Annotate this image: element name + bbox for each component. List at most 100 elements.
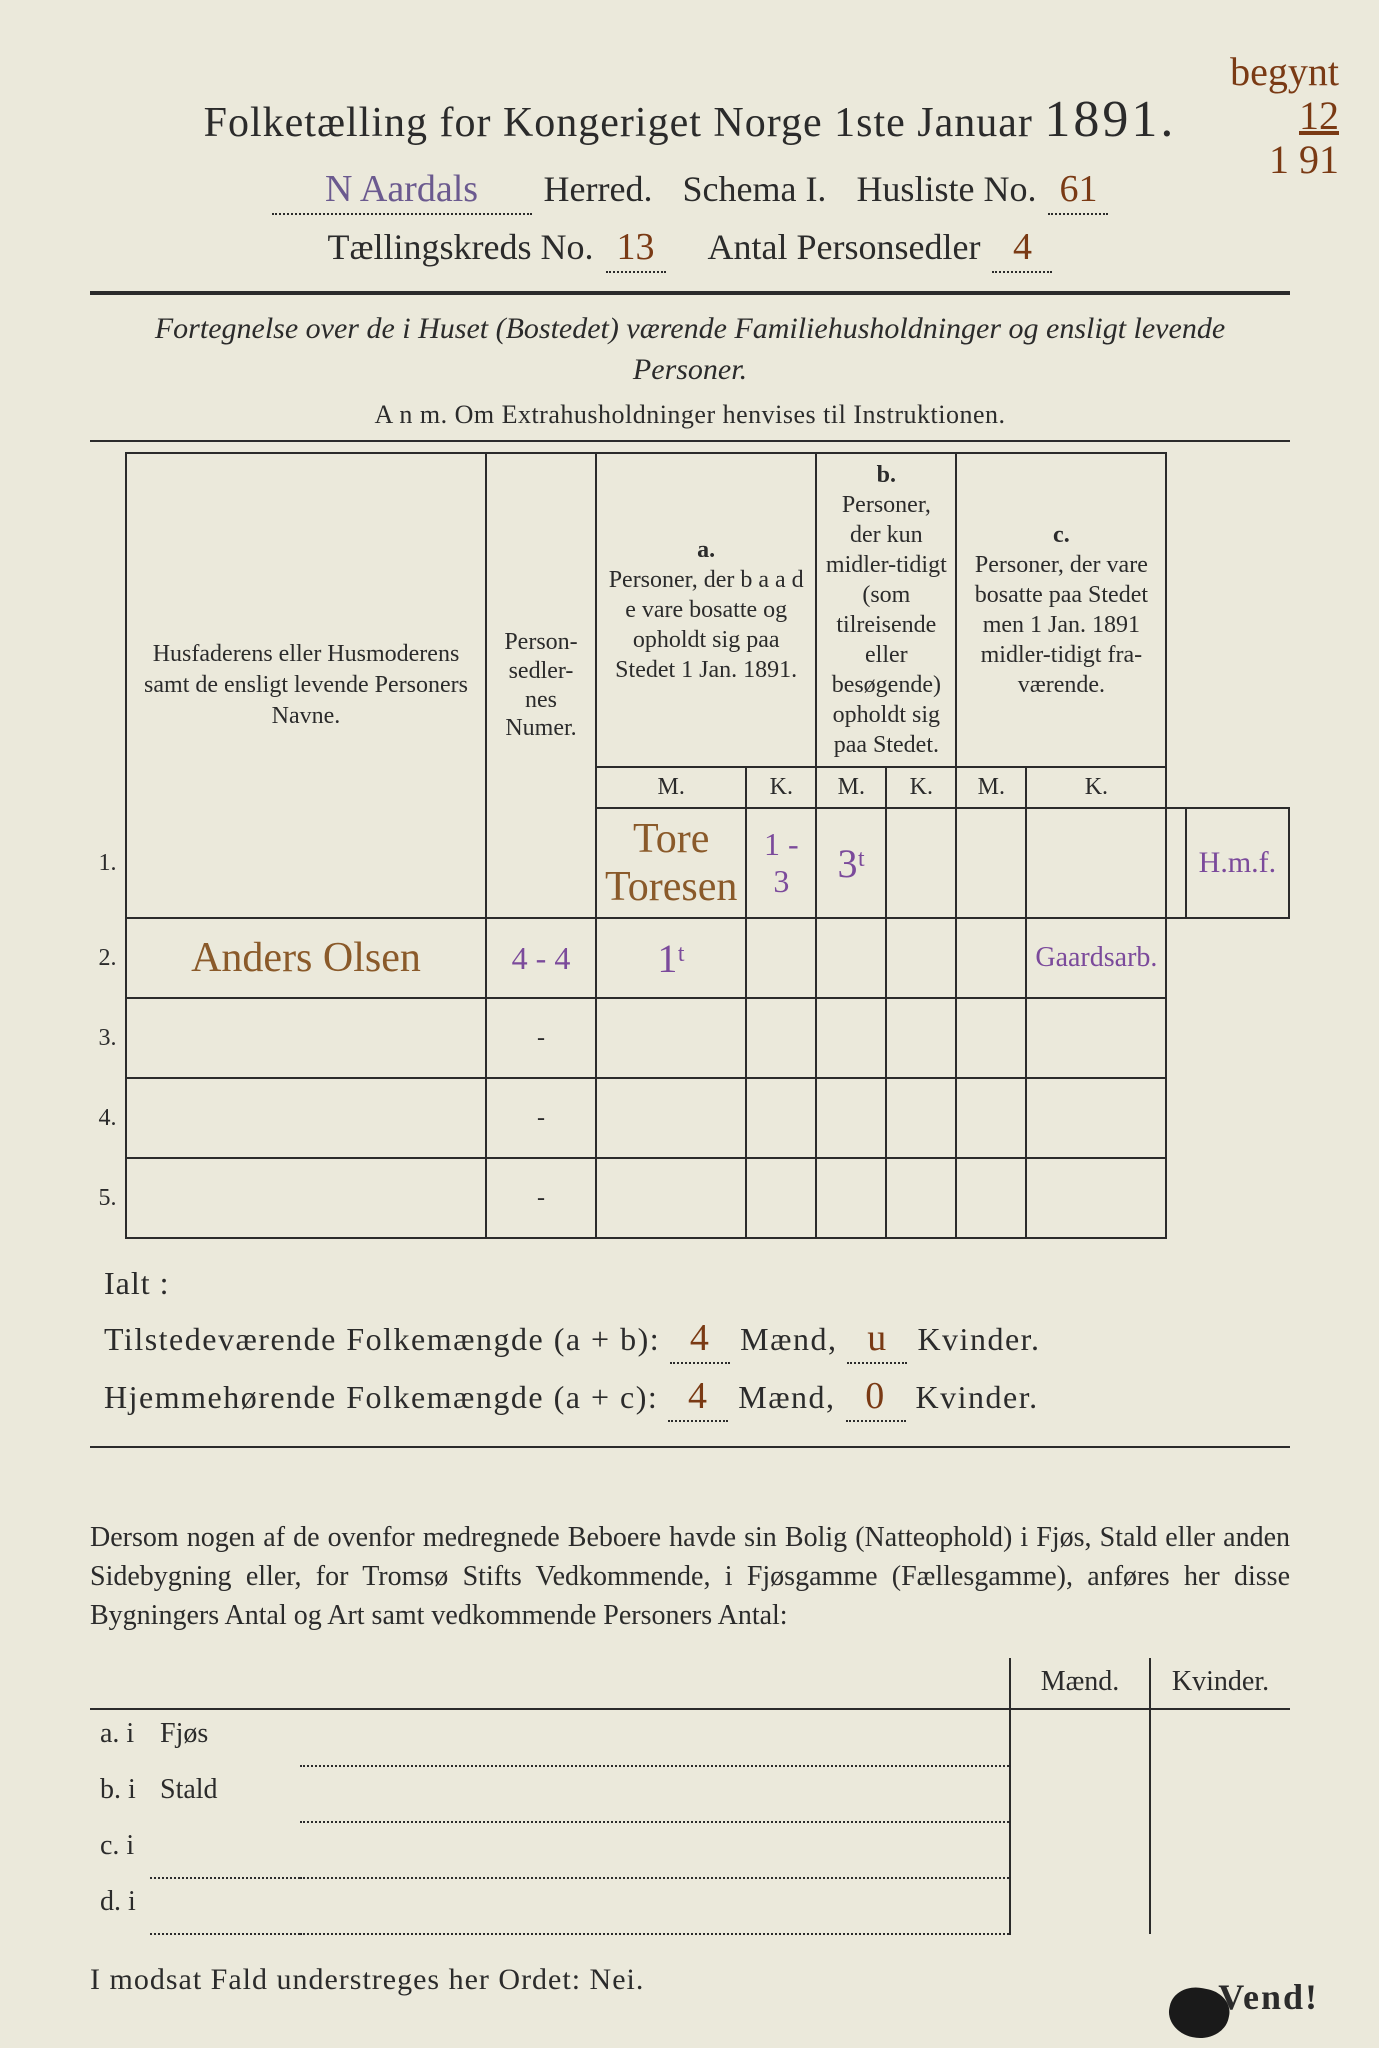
tilstede-m: 4: [670, 1316, 730, 1364]
husliste-value: 61: [1048, 167, 1108, 215]
hjemme-m: 4: [668, 1374, 728, 1422]
row-cK: H.m.f.: [1199, 846, 1277, 879]
kvinder-label: Kvinder.: [916, 1379, 1039, 1416]
row-cM: [1166, 808, 1185, 918]
sum-tilstede: Tilstedeværende Folkemængde (a + b): 4 M…: [104, 1316, 1290, 1364]
row-pnum: 4 - 4: [512, 940, 571, 976]
b-label: b.: [877, 462, 896, 488]
bldg-label: [150, 1822, 300, 1878]
bldg-row: a. i Fjøs: [90, 1709, 1290, 1766]
col-group-a: a. Personer, der b a a d e vare bosatte …: [596, 453, 816, 767]
antal-label: Antal Personsedler: [708, 226, 981, 268]
row-number: 3.: [90, 998, 126, 1078]
row-bM: [816, 918, 886, 998]
title-text: Folketælling for Kongeriget Norge 1ste J…: [204, 100, 1033, 146]
header-line-1: N Aardals Herred. Schema I. Husliste No.…: [90, 167, 1290, 215]
row-aK: [746, 918, 816, 998]
schema-label: Schema I.: [682, 168, 826, 210]
c-text: Personer, der vare bosatte paa Stedet me…: [975, 552, 1148, 698]
herred-value: N Aardals: [272, 167, 532, 215]
document-page: Folketælling for Kongeriget Norge 1ste J…: [90, 60, 1290, 1997]
table-row: 2. Anders Olsen 4 - 4 1ᵗ Gaardsarb.: [90, 918, 1289, 998]
col-header-pnum: Person-sedler-nes Numer.: [486, 453, 596, 918]
row-bM: [956, 808, 1026, 918]
col-c-m: M.: [956, 767, 1026, 808]
bldg-label: Stald: [150, 1766, 300, 1822]
row-pnum: -: [486, 1158, 596, 1238]
row-pnum: -: [486, 998, 596, 1078]
divider-thin: [90, 1446, 1290, 1448]
table-head-row-1: Husfaderens eller Husmoderens samt de en…: [90, 453, 1289, 767]
row-name: Tore Toresen: [605, 816, 737, 910]
building-paragraph: Dersom nogen af de ovenfor medregnede Be…: [90, 1518, 1290, 1636]
bldg-lead: b. i: [90, 1766, 150, 1822]
table-row: 5. -: [90, 1158, 1289, 1238]
row-name: [126, 1158, 486, 1238]
col-b-k: K.: [886, 767, 956, 808]
divider-thin: [90, 440, 1290, 442]
building-table: Mænd. Kvinder. a. i Fjøs b. i Stald c. i…: [90, 1658, 1290, 1935]
tilstede-k: u: [847, 1316, 907, 1364]
herred-label: Herred.: [544, 168, 653, 210]
col-b-m: M.: [816, 767, 886, 808]
kreds-value: 13: [606, 225, 666, 273]
bldg-kvinder-header: Kvinder.: [1150, 1658, 1290, 1709]
row-bK: [1026, 808, 1166, 918]
row-name: Anders Olsen: [191, 935, 421, 981]
col-header-names: Husfaderens eller Husmoderens samt de en…: [126, 453, 486, 918]
a-text: Personer, der b a a d e vare bosatte og …: [609, 567, 804, 683]
page-title: Folketælling for Kongeriget Norge 1ste J…: [90, 90, 1290, 149]
kvinder-label: Kvinder.: [917, 1321, 1040, 1358]
row-cK: Gaardsarb.: [1035, 942, 1157, 973]
row-bK: [886, 918, 956, 998]
col-a-m: M.: [596, 767, 746, 808]
bldg-lead: a. i: [90, 1709, 150, 1766]
bldg-maend-header: Mænd.: [1010, 1658, 1150, 1709]
nei-text: I modsat Fald understreges her Ordet: Ne…: [90, 1963, 1290, 1997]
row-pnum: 1 - 3: [764, 826, 799, 899]
b-text: Personer, der kun midler-tidigt (som til…: [826, 492, 947, 758]
row-number: 1.: [90, 808, 126, 918]
tilstede-label: Tilstedeværende Folkemængde (a + b):: [104, 1321, 660, 1358]
kreds-label: Tællingskreds No.: [328, 226, 594, 268]
ialt-label: Ialt :: [104, 1265, 1290, 1302]
bldg-row: d. i: [90, 1878, 1290, 1934]
col-group-b: b. Personer, der kun midler-tidigt (som …: [816, 453, 956, 767]
a-label: a.: [697, 537, 715, 563]
divider-heavy: [90, 291, 1290, 295]
col-c-k: K.: [1026, 767, 1166, 808]
husliste-label: Husliste No.: [856, 168, 1036, 210]
bldg-row: c. i: [90, 1822, 1290, 1878]
title-year: 1891.: [1044, 91, 1176, 148]
table-row: 3. -: [90, 998, 1289, 1078]
anm-text: A n m. Om Extrahusholdninger henvises ti…: [90, 400, 1290, 430]
sum-hjemme: Hjemmehørende Folkemængde (a + c): 4 Mæn…: [104, 1374, 1290, 1422]
bldg-head-row: Mænd. Kvinder.: [90, 1658, 1290, 1709]
maend-label: Mænd,: [740, 1321, 837, 1358]
bldg-row: b. i Stald: [90, 1766, 1290, 1822]
row-name: [126, 998, 486, 1078]
table-row: 4. -: [90, 1078, 1289, 1158]
hjemme-label: Hjemmehørende Folkemængde (a + c):: [104, 1379, 658, 1416]
bldg-lead: c. i: [90, 1822, 150, 1878]
bldg-lead: d. i: [90, 1878, 150, 1934]
row-pnum: -: [486, 1078, 596, 1158]
maend-label: Mænd,: [738, 1379, 835, 1416]
row-aM: 1ᵗ: [657, 936, 685, 981]
row-aK: [886, 808, 956, 918]
row-name: [126, 1078, 486, 1158]
antal-value: 4: [992, 225, 1052, 273]
row-cM: [956, 918, 1026, 998]
vend-label: Vend!: [1218, 1976, 1319, 2018]
bldg-label: Fjøs: [150, 1709, 300, 1766]
row-number: 4.: [90, 1078, 126, 1158]
c-label: c.: [1053, 522, 1070, 548]
col-a-k: K.: [746, 767, 816, 808]
census-table: Husfaderens eller Husmoderens samt de en…: [90, 452, 1290, 1239]
col-group-c: c. Personer, der vare bosatte paa Stedet…: [956, 453, 1166, 767]
bldg-label: [150, 1878, 300, 1934]
row-number: 2.: [90, 918, 126, 998]
hjemme-k: 0: [846, 1374, 906, 1422]
row-number: 5.: [90, 1158, 126, 1238]
header-line-2: Tællingskreds No. 13 Antal Personsedler …: [90, 225, 1290, 273]
